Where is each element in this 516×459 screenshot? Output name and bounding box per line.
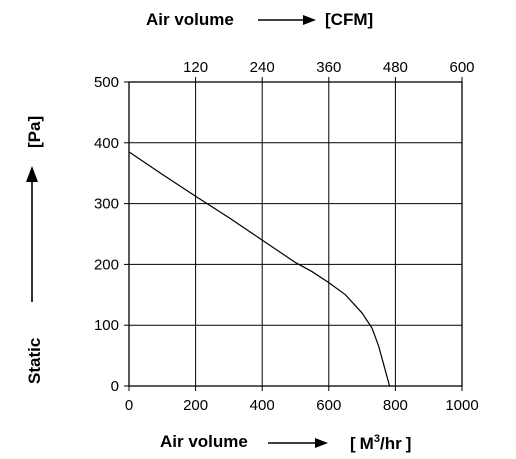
- bottom-axis-title: Air volume [M3/hr]: [160, 432, 411, 453]
- x-tick-label: 600: [316, 397, 341, 414]
- x-tick-label: 1000: [445, 397, 478, 414]
- plot-frame: [128, 81, 463, 387]
- x2-tick-label: 360: [316, 59, 341, 76]
- x-tick-label: 200: [183, 397, 208, 414]
- y-tick-label: 300: [94, 196, 119, 213]
- grid-lines: [124, 77, 463, 391]
- left-axis-unit: [Pa]: [25, 116, 44, 148]
- bottom-axis-unit: [M3/hr]: [350, 433, 411, 453]
- bottom-axis-label: Air volume: [160, 432, 248, 451]
- y-tick-label: 500: [94, 74, 119, 91]
- top-axis-label: Air volume: [146, 10, 234, 29]
- y-tick-label: 100: [94, 317, 119, 334]
- top-axis-unit: [CFM]: [325, 10, 373, 29]
- x2-tick-label: 600: [449, 59, 474, 76]
- y-tick-label: 200: [94, 256, 119, 273]
- x2-tick-label: 240: [250, 59, 275, 76]
- left-axis-title: Static [Pa]: [25, 116, 44, 384]
- bottom-axis-arrow-head: [315, 438, 328, 448]
- y-tick-label: 0: [111, 378, 119, 395]
- x-tick-label: 0: [125, 397, 133, 414]
- x2-tick-label: 480: [383, 59, 408, 76]
- tick-labels: 0 200 400 600 800 1000 120 240 360 480 600 0 100 200 3…: [94, 59, 479, 414]
- x-tick-label: 800: [383, 397, 408, 414]
- pressure-curve: [128, 151, 391, 387]
- x-tick-label: 400: [250, 397, 275, 414]
- y-tick-label: 400: [94, 135, 119, 152]
- x2-tick-label: 120: [183, 59, 208, 76]
- left-axis-label: Static: [25, 338, 44, 384]
- top-axis-title: Air volume [CFM]: [146, 10, 373, 29]
- left-axis-arrow-head: [26, 166, 38, 182]
- top-axis-arrow-head: [303, 15, 316, 25]
